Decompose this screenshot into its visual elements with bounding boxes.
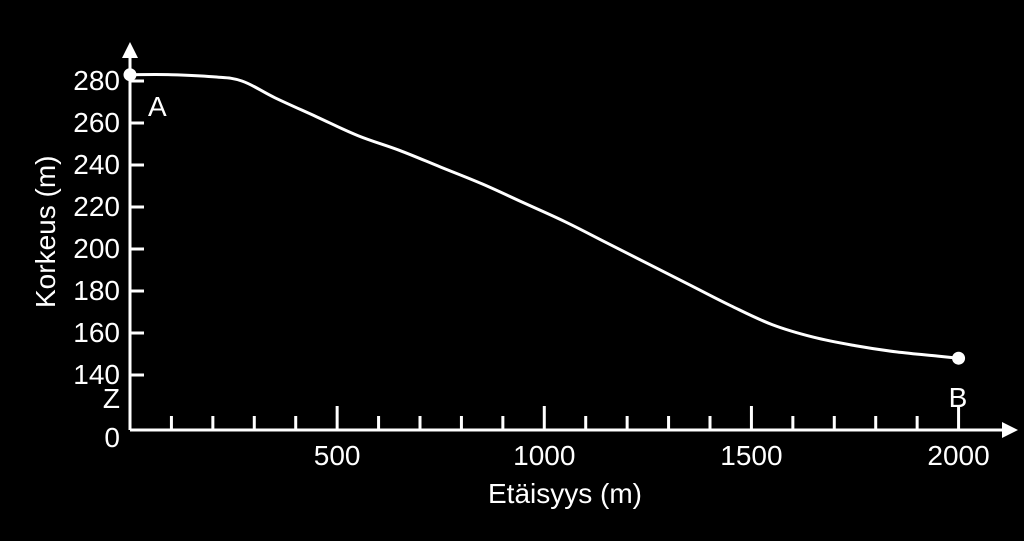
point-label-a: A bbox=[148, 91, 167, 123]
y-axis-break: Z bbox=[103, 383, 120, 415]
y-tick-200: 200 bbox=[73, 233, 120, 265]
elevation-profile-chart: Korkeus (m) Etäisyys (m) A B 500 1000 1500 2… bbox=[0, 0, 1024, 541]
x-tick-2000: 2000 bbox=[927, 440, 989, 472]
chart-svg bbox=[0, 0, 1024, 541]
x-tick-500: 500 bbox=[314, 440, 361, 472]
x-tick-1000: 1000 bbox=[513, 440, 575, 472]
y-tick-240: 240 bbox=[73, 149, 120, 181]
y-tick-220: 220 bbox=[73, 191, 120, 223]
x-tick-1500: 1500 bbox=[720, 440, 782, 472]
y-axis-label: Korkeus (m) bbox=[30, 155, 62, 307]
y-tick-260: 260 bbox=[73, 107, 120, 139]
y-tick-280: 280 bbox=[73, 65, 120, 97]
y-tick-0: 0 bbox=[104, 422, 120, 454]
x-axis-label: Etäisyys (m) bbox=[488, 478, 642, 510]
y-tick-160: 160 bbox=[73, 317, 120, 349]
y-tick-180: 180 bbox=[73, 275, 120, 307]
point-label-b: B bbox=[949, 382, 968, 414]
